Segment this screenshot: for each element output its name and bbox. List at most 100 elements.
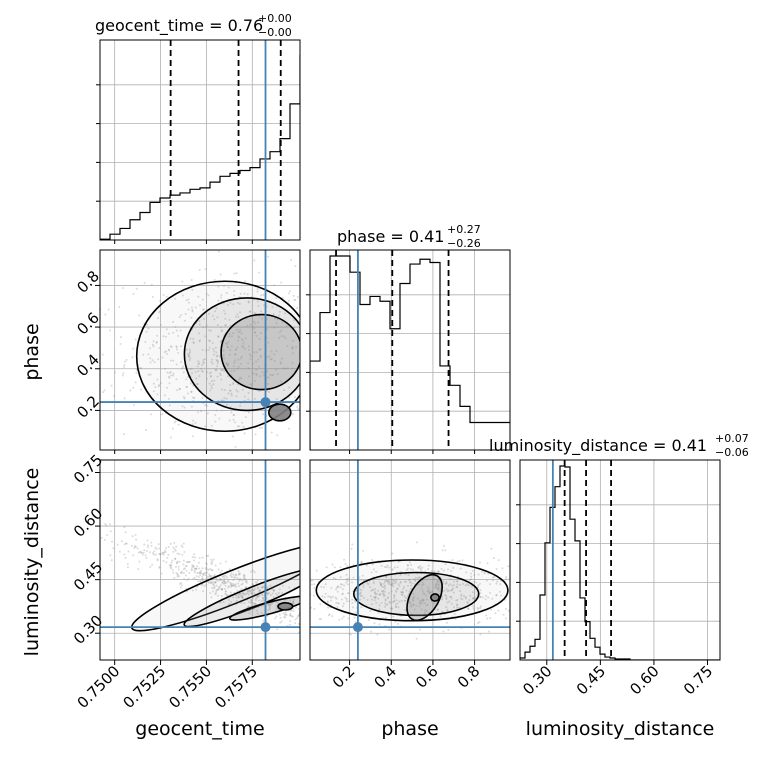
sample-point — [527, 600, 529, 602]
sample-point — [418, 602, 421, 605]
sample-point — [458, 560, 461, 563]
sample-point — [269, 604, 272, 607]
sample-point — [446, 601, 449, 604]
sample-point — [323, 290, 325, 292]
sample-point — [172, 374, 175, 377]
sample-point — [205, 404, 208, 407]
sample-point — [339, 576, 342, 579]
sample-point — [131, 535, 134, 538]
sample-point — [360, 579, 363, 582]
sample-point — [175, 363, 178, 366]
sample-point — [257, 587, 260, 590]
sample-point — [213, 353, 216, 356]
sample-point — [217, 250, 220, 253]
sample-point — [190, 390, 193, 393]
sample-point — [479, 607, 482, 610]
sample-point — [382, 595, 385, 598]
sample-point — [169, 436, 172, 439]
sample-point — [337, 602, 340, 605]
sample-point — [231, 582, 234, 585]
sample-point — [210, 563, 213, 566]
sample-point — [169, 542, 172, 545]
sample-point — [404, 599, 407, 602]
title-geocent-time-plus: +0.00 — [258, 12, 292, 25]
sample-point — [214, 310, 217, 313]
sample-point — [201, 348, 204, 351]
sample-point — [370, 589, 373, 592]
sample-point — [187, 355, 190, 358]
sample-point — [226, 580, 229, 583]
sample-point — [491, 579, 494, 582]
sample-point — [408, 578, 411, 581]
sample-point — [247, 300, 250, 303]
sample-point — [248, 612, 251, 615]
sample-point — [189, 357, 192, 360]
sample-point — [216, 589, 219, 592]
sample-point — [210, 387, 213, 390]
sample-point — [412, 603, 415, 606]
sample-point — [228, 602, 231, 605]
sample-point — [137, 568, 140, 571]
sample-point — [495, 593, 498, 596]
contour-core — [277, 602, 294, 611]
sample-point — [270, 374, 273, 377]
sample-point — [274, 617, 277, 620]
sample-point — [158, 310, 161, 313]
sample-point — [294, 265, 297, 268]
sample-point — [472, 597, 475, 600]
sample-point — [232, 418, 235, 421]
sample-point — [219, 571, 222, 574]
sample-point — [238, 578, 241, 581]
sample-point — [293, 396, 296, 399]
sample-point — [153, 361, 156, 364]
sample-point — [292, 319, 295, 322]
sample-point — [220, 588, 223, 591]
sample-point — [227, 594, 230, 597]
sample-point — [183, 567, 186, 570]
sample-point — [331, 595, 334, 598]
sample-point — [177, 334, 180, 337]
title-luminosity-distance-plus: +0.07 — [715, 432, 749, 445]
sample-point — [217, 588, 220, 591]
sample-point — [452, 583, 455, 586]
sample-point — [260, 310, 263, 313]
sample-point — [385, 575, 388, 578]
sample-point — [405, 589, 408, 592]
sample-point — [191, 423, 194, 426]
sample-point — [178, 316, 181, 319]
sample-point — [345, 598, 348, 601]
sample-point — [182, 371, 185, 374]
sample-point — [397, 560, 400, 563]
sample-point — [247, 345, 250, 348]
sample-point — [203, 572, 206, 575]
sample-point — [345, 573, 348, 576]
sample-point — [307, 614, 309, 616]
sample-point — [291, 602, 294, 605]
sample-point — [147, 546, 150, 549]
sample-point — [175, 545, 178, 548]
sample-point — [445, 596, 448, 599]
sample-point — [204, 335, 207, 338]
sample-point — [450, 597, 453, 600]
sample-point — [205, 562, 208, 565]
sample-point — [167, 375, 170, 378]
sample-point — [446, 610, 449, 613]
sample-point — [146, 539, 149, 542]
sample-point — [333, 566, 336, 569]
sample-point — [205, 566, 208, 569]
sample-point — [190, 306, 193, 309]
sample-point — [239, 578, 242, 581]
sample-point — [193, 576, 196, 579]
sample-point — [394, 582, 397, 585]
sample-point — [253, 327, 256, 330]
sample-point — [174, 549, 177, 552]
sample-point — [505, 607, 508, 610]
sample-point — [212, 348, 215, 351]
sample-point — [214, 592, 217, 595]
sample-point — [322, 586, 325, 589]
hist-panel-geocent-time — [96, 39, 301, 241]
sample-point — [275, 368, 278, 371]
sample-point — [284, 312, 287, 315]
sample-point — [153, 550, 156, 553]
sample-point — [220, 588, 223, 591]
